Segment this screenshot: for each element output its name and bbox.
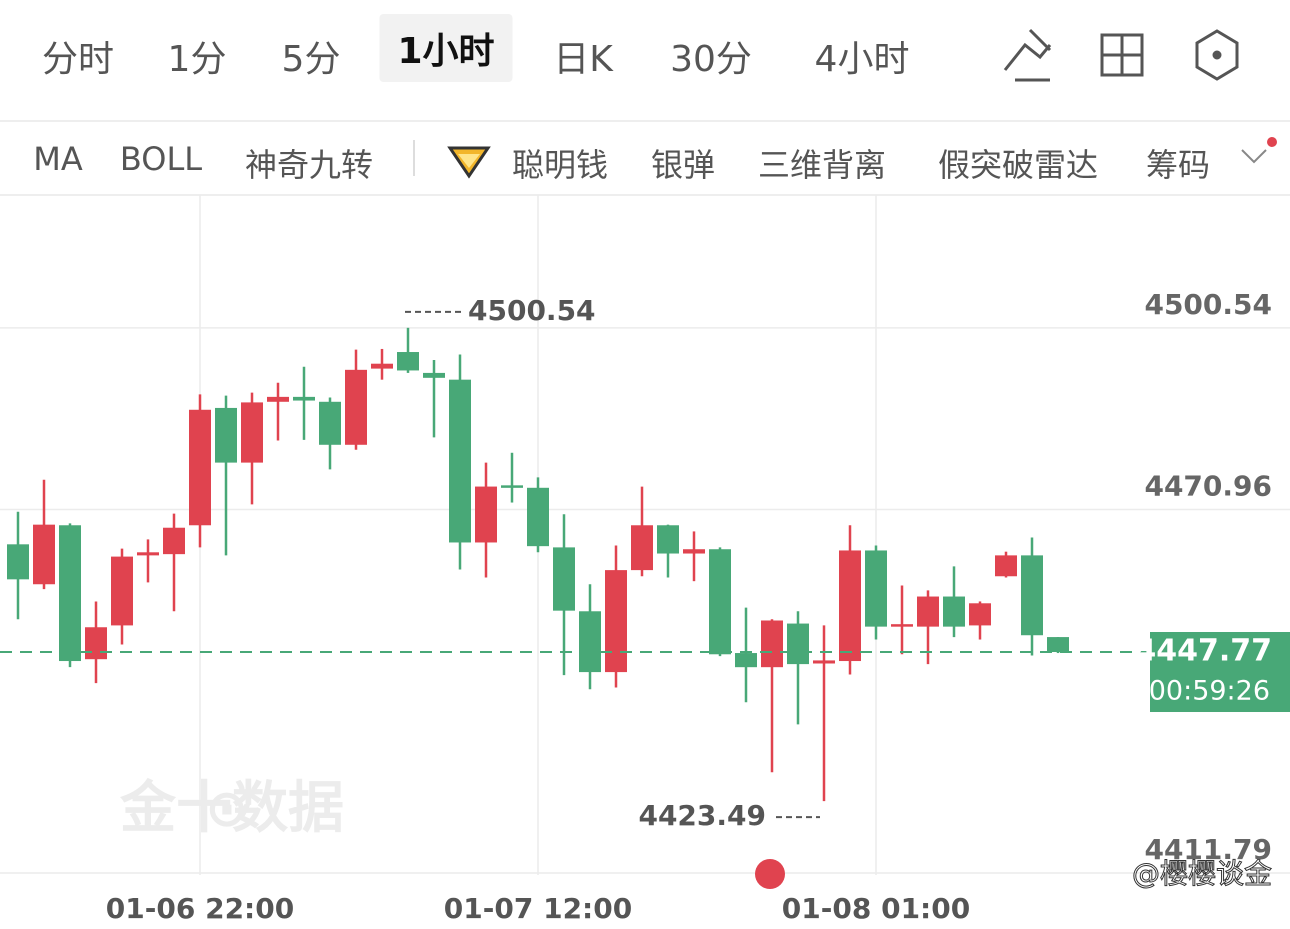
candle-body [761, 620, 783, 668]
candle-body [319, 401, 341, 445]
indicator[interactable]: 三维背离 [757, 146, 887, 184]
min-label: 4423.49 [638, 799, 766, 832]
indicator-bar: MA BOLL 神奇九转 聪明钱 银弹 三维背离 假突破雷达 筹码 [0, 122, 1290, 196]
candle-body [475, 486, 497, 543]
candle-body [865, 550, 887, 627]
premium-icon [447, 146, 491, 179]
fade [1212, 122, 1290, 192]
candle-body [163, 527, 185, 555]
watermark: ⊙ [205, 779, 249, 839]
indicator[interactable]: 银弹 [650, 146, 716, 184]
candle-body [813, 660, 835, 664]
candle-body [137, 552, 159, 556]
max-label: 4500.54 [468, 294, 596, 327]
tab[interactable]: 4小时 [814, 39, 910, 80]
candle-body [891, 624, 913, 627]
timeframe-bar: 分时 1分 5分 1小时 日K 30分 4小时 [0, 0, 1290, 122]
tab[interactable]: 1分 [167, 39, 227, 80]
candle-body [189, 409, 211, 526]
indicator[interactable]: BOLL [119, 140, 203, 178]
indicator[interactable]: 假突破雷达 [937, 146, 1099, 184]
candle-body [371, 363, 393, 369]
candle-body [33, 524, 55, 585]
candle-body [735, 653, 757, 668]
candle-body [111, 556, 133, 626]
settings-icon[interactable] [1195, 29, 1239, 81]
tab[interactable]: 日K [553, 39, 613, 80]
candle-body [969, 603, 991, 626]
candle-body [423, 372, 445, 378]
candle-body [85, 627, 107, 660]
candle-body [943, 596, 965, 627]
indicator[interactable]: 筹码 [1145, 146, 1211, 184]
candle-body [787, 623, 809, 665]
y-tick-label: 4411.79 [1144, 833, 1272, 866]
indicator[interactable]: 聪明钱 [511, 146, 609, 184]
candle-body [241, 402, 263, 463]
candle-body [293, 396, 315, 401]
tab[interactable]: 5分 [281, 39, 341, 80]
candle-body [579, 611, 601, 673]
countdown: 00:59:26 [1149, 676, 1270, 707]
tab[interactable]: 30分 [670, 39, 752, 80]
indicator[interactable]: MA [33, 140, 83, 178]
watermark: 金十数据 [119, 776, 344, 841]
candle-body [683, 549, 705, 554]
candle-body [839, 550, 861, 662]
candle-body [657, 525, 679, 554]
expand-icon[interactable] [1236, 136, 1286, 176]
candle-body [501, 485, 523, 488]
candle-body [527, 487, 549, 547]
tab-active[interactable]: 1小时 [379, 14, 513, 82]
last-price-label: 4447.77 [1135, 634, 1272, 669]
candle-body [449, 379, 471, 543]
toolbar-icons [1003, 28, 1239, 82]
candle-body [59, 525, 81, 662]
candle-body [917, 596, 939, 627]
y-tick-label: 4470.96 [1144, 470, 1272, 503]
candle-body [1021, 555, 1043, 636]
candle-body [397, 352, 419, 371]
candle-body [7, 544, 29, 580]
y-tick-label: 4500.54 [1144, 288, 1272, 321]
candle-body [345, 369, 367, 445]
last-price-box [1150, 632, 1290, 713]
tab[interactable]: 分时 [41, 39, 115, 80]
chart: ⊙ 金十数据 @樱樱谈金 4500.54 4470.96 4411.79 01-06 … [0, 195, 1290, 925]
candle-body [995, 555, 1017, 577]
divider [413, 140, 415, 176]
user-tag: @樱樱谈金 [1132, 857, 1272, 890]
x-tick-label: 01-06 22:00 [106, 892, 294, 925]
candle-body [267, 396, 289, 402]
candle-body [605, 570, 627, 673]
candle-body [631, 525, 653, 571]
event-dot[interactable] [755, 859, 785, 889]
candle-body [215, 407, 237, 463]
indicator[interactable]: 神奇九转 [244, 146, 374, 184]
draw-icon[interactable] [1003, 28, 1052, 82]
x-tick-label: 01-07 12:00 [444, 892, 632, 925]
candle-body [1047, 637, 1069, 653]
x-tick-label: 01-08 01:00 [782, 892, 970, 925]
candle-body [709, 549, 731, 655]
candle-body [553, 547, 575, 611]
